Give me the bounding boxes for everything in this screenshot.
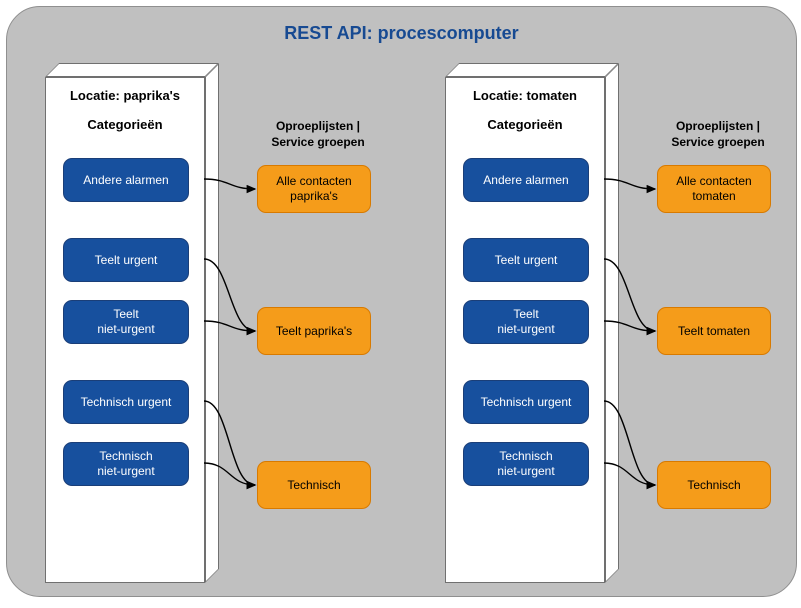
outer-frame: REST API: procescomputer Locatie: paprik…: [6, 6, 797, 597]
category-box: Andere alarmen: [463, 158, 589, 202]
diagram-title: REST API: procescomputer: [7, 23, 796, 44]
category-box: Technisch urgent: [463, 380, 589, 424]
category-box: Technisch niet-urgent: [63, 442, 189, 486]
column-front: Locatie: paprika's Categorieën Andere alar…: [45, 77, 205, 583]
column-top: [445, 63, 619, 77]
category-box: Technisch urgent: [63, 380, 189, 424]
column-side: [605, 63, 619, 583]
service-header: Oproeplijsten | Service groepen: [653, 119, 783, 150]
categories-title: Categorieën: [54, 117, 196, 132]
category-box: Technisch niet-urgent: [463, 442, 589, 486]
category-box: Teelt urgent: [463, 238, 589, 282]
service-box: Alle contacten tomaten: [657, 165, 771, 213]
column-top: [45, 63, 219, 77]
service-box: Teelt tomaten: [657, 307, 771, 355]
category-box: Teelt niet-urgent: [463, 300, 589, 344]
service-header: Oproeplijsten | Service groepen: [253, 119, 383, 150]
service-box: Teelt paprika's: [257, 307, 371, 355]
category-box: Andere alarmen: [63, 158, 189, 202]
categories-title: Categorieën: [454, 117, 596, 132]
column-front: Locatie: tomaten Categorieën Andere alarme…: [445, 77, 605, 583]
category-box: Teelt niet-urgent: [63, 300, 189, 344]
service-box: Technisch: [257, 461, 371, 509]
column-side: [205, 63, 219, 583]
diagram-canvas: REST API: procescomputer Locatie: paprik…: [0, 0, 801, 601]
location-title: Locatie: paprika's: [54, 88, 196, 103]
service-box: Alle contacten paprika's: [257, 165, 371, 213]
service-box: Technisch: [657, 461, 771, 509]
category-box: Teelt urgent: [63, 238, 189, 282]
location-title: Locatie: tomaten: [454, 88, 596, 103]
column-0: Locatie: paprika's Categorieën Andere alar…: [45, 63, 205, 583]
column-1: Locatie: tomaten Categorieën Andere alarme…: [445, 63, 605, 583]
